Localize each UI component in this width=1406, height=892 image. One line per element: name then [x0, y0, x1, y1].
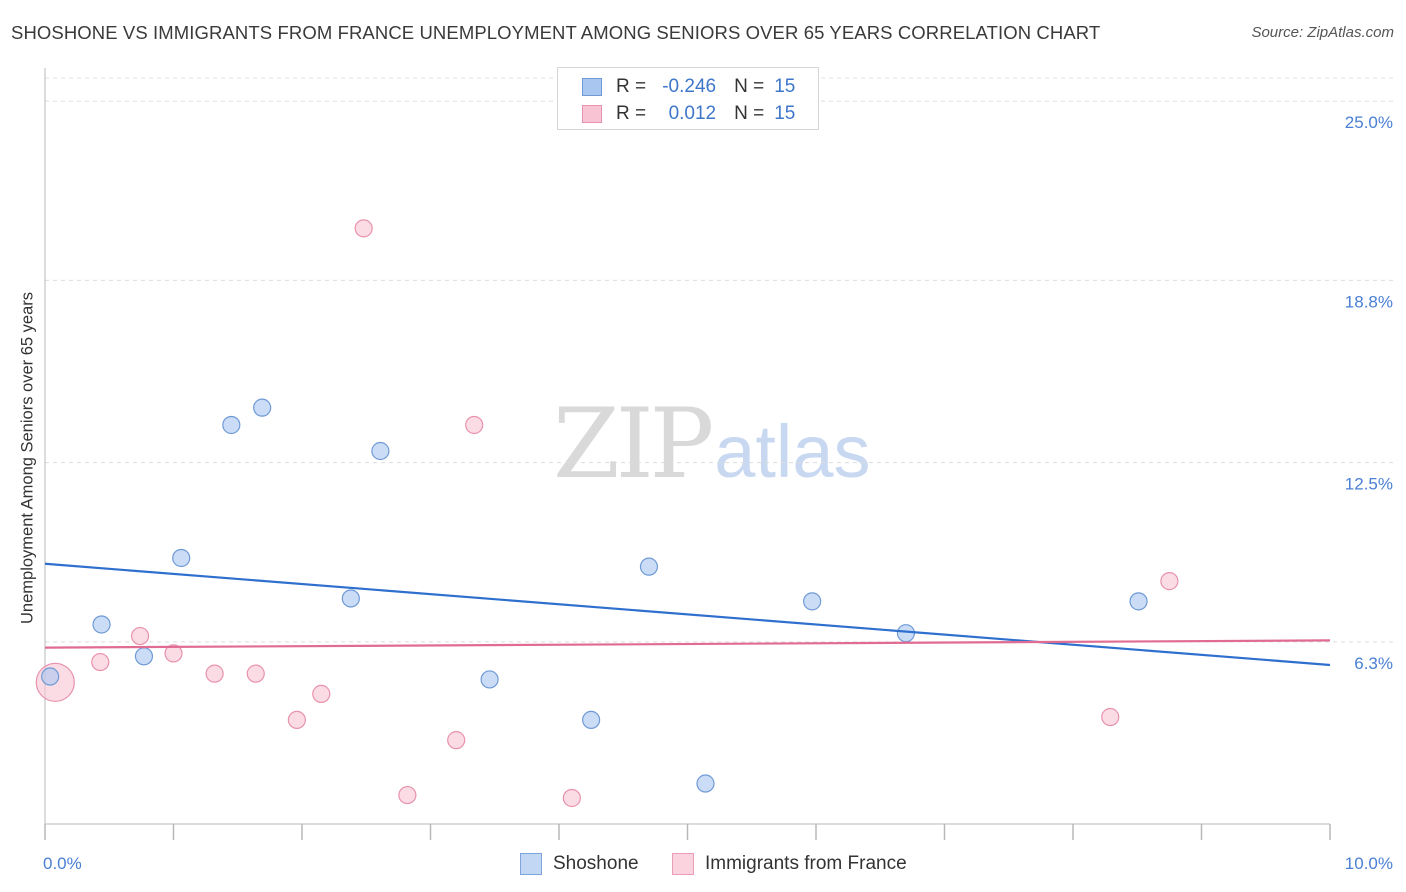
data-point-france	[287, 710, 306, 730]
data-point-france	[205, 664, 224, 683]
bottom-legend-swatch-shoshone	[520, 853, 542, 875]
data-point-france	[1101, 707, 1120, 727]
data-point-shoshone	[803, 592, 822, 611]
data-point-shoshone	[371, 441, 390, 461]
data-point-france	[354, 219, 373, 238]
data-point-shoshone	[172, 548, 191, 568]
source-credit: Source: ZipAtlas.com	[1251, 24, 1394, 41]
data-point-shoshone	[639, 557, 659, 576]
legend-r-label: R =	[616, 103, 647, 124]
legend-r-value: -0.246	[662, 76, 717, 97]
legend-n-label: N =	[734, 103, 765, 124]
chart-title: SHOSHONE VS IMMIGRANTS FROM FRANCE UNEMP…	[11, 22, 1101, 43]
watermark-zip: ZIP	[553, 388, 714, 500]
legend-swatch-france	[582, 105, 602, 123]
legend-r-label: R =	[616, 76, 647, 97]
x-tick-label-min: 0.0%	[43, 854, 82, 873]
trend-line-france	[44, 639, 1331, 649]
bottom-legend-swatch-france	[672, 853, 694, 875]
correlation-legend: R = -0.246 N = 15 R = 0.012 N = 15	[557, 67, 819, 130]
data-point-france	[91, 652, 110, 672]
legend-n-value: 15	[774, 76, 796, 97]
data-point-france	[312, 684, 331, 703]
watermark: ZIPatlas	[553, 396, 871, 492]
legend-row-france: R = 0.012 N = 15	[582, 102, 795, 126]
x-tick-label-max: 10.0%	[1345, 854, 1393, 873]
legend-swatch-shoshone	[582, 78, 602, 96]
data-point-france	[398, 785, 417, 805]
data-point-shoshone	[134, 647, 154, 666]
data-point-shoshone	[341, 589, 360, 608]
legend-r-value: 0.012	[668, 103, 717, 124]
data-point-shoshone	[222, 415, 241, 435]
legend-n-label: N =	[734, 76, 765, 97]
data-point-shoshone	[480, 670, 499, 689]
data-point-shoshone	[696, 774, 715, 793]
data-point-france	[465, 415, 484, 435]
data-point-france	[130, 626, 150, 646]
data-point-shoshone	[1129, 592, 1148, 611]
legend-row-shoshone: R = -0.246 N = 15	[582, 75, 795, 99]
y-tick-label: 18.8%	[1345, 292, 1393, 311]
bottom-legend-label-shoshone: Shoshone	[553, 853, 639, 874]
y-tick-label: 12.5%	[1345, 475, 1393, 494]
data-point-shoshone	[582, 710, 601, 730]
trend-line-shoshone	[44, 562, 1331, 667]
bottom-legend-label-france: Immigrants from France	[705, 853, 907, 874]
legend-n-value: 15	[774, 103, 796, 124]
data-point-france	[246, 664, 265, 683]
data-point-france	[562, 788, 581, 808]
bottom-legend-france: Immigrants from France	[672, 851, 907, 877]
data-point-france	[1160, 572, 1179, 591]
data-point-france	[164, 644, 183, 663]
data-point-shoshone	[896, 624, 916, 643]
watermark-atlas: atlas	[714, 410, 871, 493]
bottom-legend-shoshone: Shoshone	[520, 851, 639, 877]
data-point-shoshone	[92, 615, 111, 634]
y-tick-label: 6.3%	[1354, 654, 1393, 673]
data-point-france	[447, 731, 466, 750]
data-point-shoshone	[41, 667, 60, 686]
data-point-shoshone	[253, 398, 272, 417]
y-tick-label: 25.0%	[1345, 113, 1393, 132]
